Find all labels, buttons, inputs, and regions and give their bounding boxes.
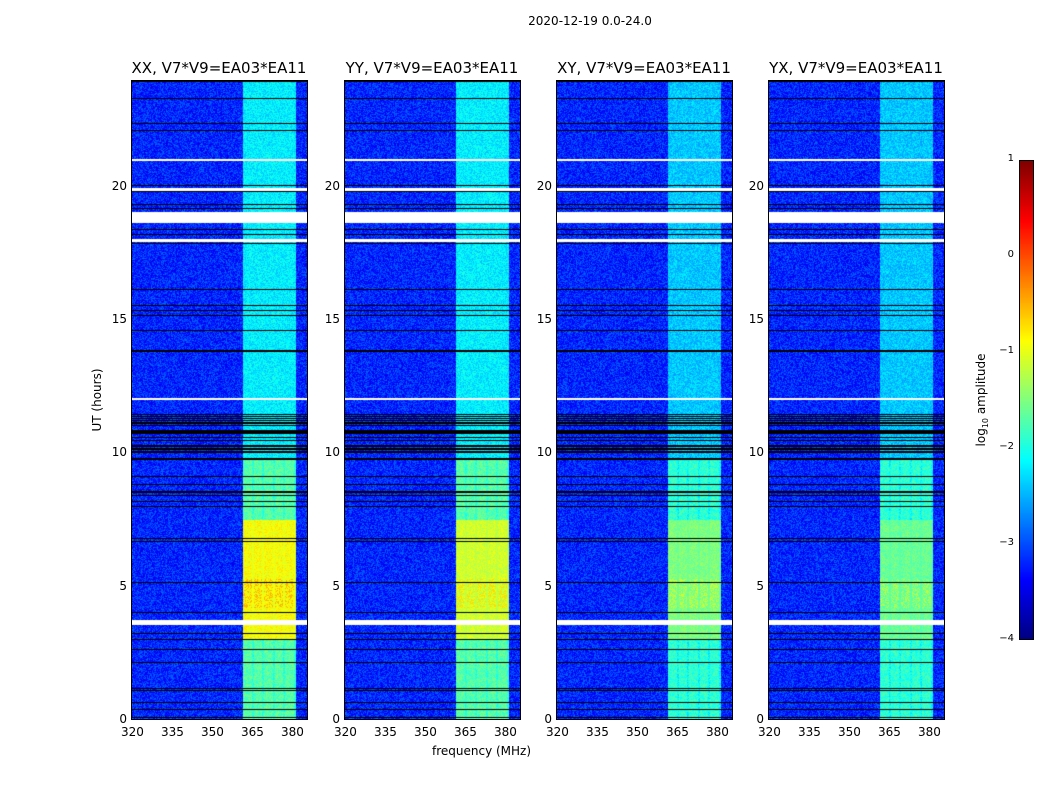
x-tick-label: 365 — [665, 725, 689, 739]
y-tick-label: 5 — [544, 578, 552, 593]
x-tick-label: 350 — [200, 725, 224, 739]
colorbar-tick-label: −4 — [999, 633, 1014, 644]
x-tick-label: 320 — [334, 725, 357, 739]
spectrogram-panel-2 — [344, 80, 521, 720]
x-tick-label: 350 — [625, 725, 649, 739]
spectrogram-panel-1 — [131, 80, 308, 720]
spectrogram-panel-4 — [768, 80, 945, 720]
x-tick-label: 365 — [240, 725, 264, 739]
panel-title: YY, V7*V9=EA03*EA11 — [345, 59, 519, 77]
spectrogram-heatmap — [132, 81, 307, 719]
x-tick-label: 320 — [758, 725, 781, 739]
y-tick-label: 0 — [119, 712, 127, 726]
y-tick-label: 10 — [111, 445, 127, 460]
colorbar-tick-label: 1 — [1007, 153, 1014, 164]
spectrogram-heatmap — [769, 81, 944, 719]
y-tick-label: 5 — [332, 578, 340, 593]
y-tick-label: 15 — [111, 312, 127, 326]
spectrogram-panel-3 — [556, 80, 733, 720]
x-tick-label: 320 — [121, 725, 144, 739]
y-tick-label: 20 — [324, 178, 340, 193]
y-tick-label: 15 — [748, 312, 764, 326]
x-tick-label: 350 — [413, 725, 437, 739]
colorbar-tick-label: −1 — [999, 345, 1014, 356]
y-tick-label: 0 — [544, 712, 552, 726]
colorbar-tick-label: −2 — [999, 441, 1014, 452]
colorbar-tick-label: 0 — [1007, 249, 1014, 260]
y-tick-label: 10 — [536, 445, 552, 460]
x-tick-label: 380 — [493, 725, 517, 739]
y-tick-label: 0 — [332, 712, 340, 726]
x-tick-label: 335 — [373, 725, 397, 739]
y-tick-label: 20 — [111, 178, 127, 193]
y-axis-label: UT (hours) — [90, 368, 104, 432]
figure-title: 2020-12-19 0.0-24.0 — [528, 14, 652, 28]
y-tick-label: 5 — [119, 578, 127, 593]
y-tick-label: 20 — [748, 178, 764, 193]
spectrogram-heatmap — [557, 81, 732, 719]
y-tick-label: 10 — [748, 445, 764, 460]
y-tick-label: 20 — [536, 178, 552, 193]
x-tick-label: 335 — [585, 725, 609, 739]
x-axis-label: frequency (MHz) — [432, 744, 532, 758]
y-tick-label: 15 — [536, 312, 552, 326]
x-tick-label: 335 — [797, 725, 821, 739]
x-tick-label: 350 — [837, 725, 861, 739]
panel-title: XX, V7*V9=EA03*EA11 — [131, 59, 307, 77]
x-tick-label: 380 — [917, 725, 941, 739]
x-tick-label: 380 — [705, 725, 729, 739]
y-tick-label: 0 — [756, 712, 764, 726]
x-tick-label: 365 — [453, 725, 477, 739]
colorbar-tick-label: −3 — [999, 537, 1014, 548]
x-tick-label: 380 — [280, 725, 304, 739]
x-tick-label: 320 — [546, 725, 569, 739]
colorbar-label: log10 amplitude — [973, 353, 991, 447]
y-tick-label: 15 — [324, 312, 340, 326]
y-tick-label: 10 — [324, 445, 340, 460]
x-tick-label: 365 — [877, 725, 901, 739]
panel-title: XY, V7*V9=EA03*EA11 — [557, 59, 731, 77]
x-tick-label: 335 — [160, 725, 184, 739]
y-tick-label: 5 — [756, 578, 764, 593]
colorbar — [1019, 160, 1034, 640]
spectrogram-heatmap — [345, 81, 520, 719]
panel-title: YX, V7*V9=EA03*EA11 — [769, 59, 943, 77]
